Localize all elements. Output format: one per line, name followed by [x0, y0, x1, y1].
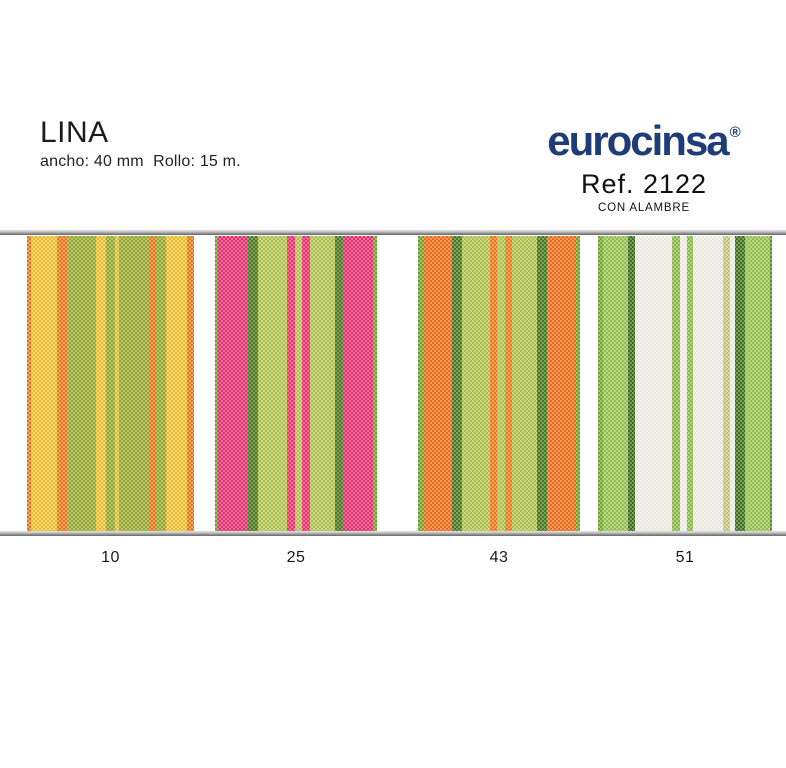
brand-logo: eurocinsa ® — [547, 120, 740, 162]
reference-number: Ref. 2122 — [580, 169, 708, 199]
top-rule — [0, 230, 786, 235]
brand-logo-text: eurocinsa — [547, 117, 729, 164]
weave-texture — [27, 236, 194, 531]
weave-texture — [418, 236, 580, 531]
ribbon-swatch-51 — [598, 236, 772, 531]
swatch-code-label: 43 — [489, 549, 509, 566]
product-header: LINA ancho: 40 mm Rollo: 15 m. — [40, 116, 241, 171]
ribbon-swatch-43 — [418, 236, 580, 531]
ribbon-swatch-10 — [27, 236, 194, 531]
swatch-code-label: 10 — [101, 549, 120, 566]
weave-texture — [215, 236, 377, 531]
registered-trademark-symbol: ® — [729, 124, 741, 141]
swatch-code-label: 25 — [286, 549, 306, 566]
product-specs: ancho: 40 mm Rollo: 15 m. — [40, 153, 241, 170]
bottom-rule — [0, 531, 786, 536]
weave-texture — [598, 236, 772, 531]
ribbon-swatch-25 — [215, 236, 377, 531]
wire-note: CON ALAMBRE — [598, 202, 690, 214]
swatch-code-label: 51 — [675, 549, 695, 566]
product-name: LINA — [40, 116, 109, 149]
brand-block: eurocinsa ® Ref. 2122 CON ALAMBRE — [538, 120, 750, 215]
